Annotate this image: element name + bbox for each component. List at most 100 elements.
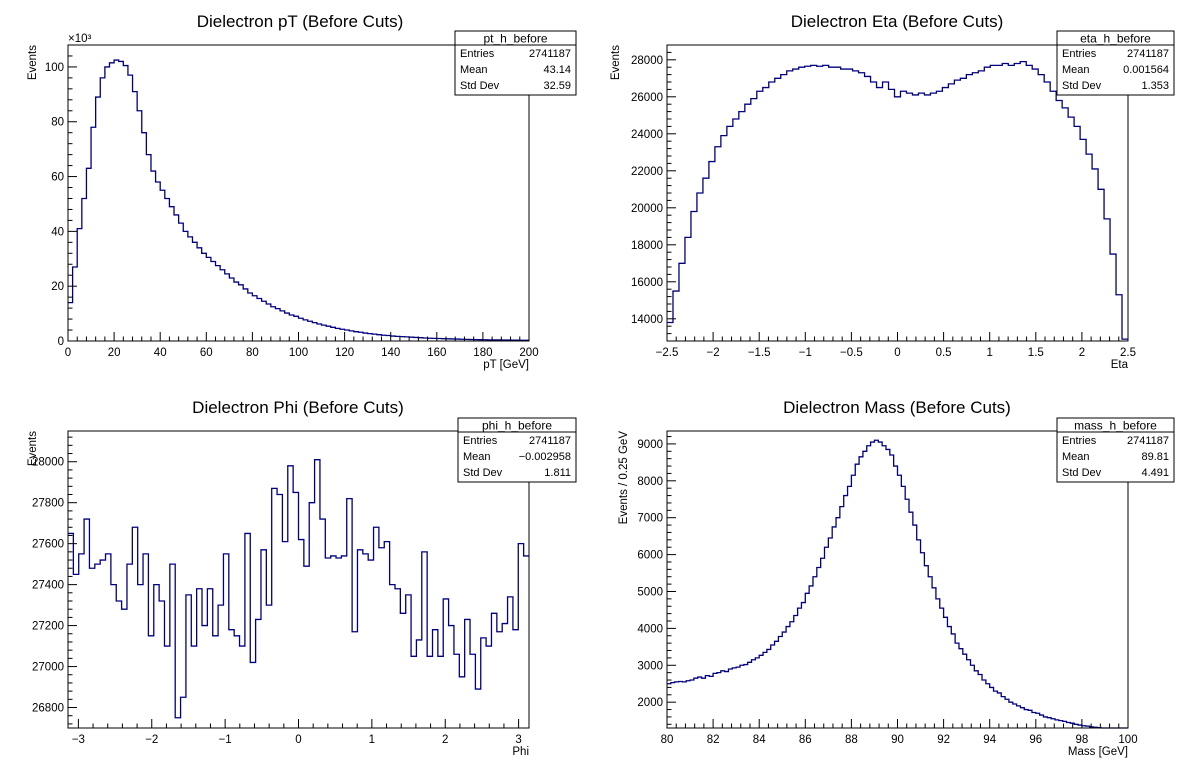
x-tick-label: 0 (894, 347, 900, 359)
chart-title: Dielectron Phi (Before Cuts) (192, 398, 404, 417)
y-tick-label: 27000 (32, 662, 64, 674)
x-tick-label: 80 (661, 734, 674, 746)
x-tick-label: 40 (154, 347, 167, 359)
y-tick-label: 6000 (637, 550, 663, 562)
x-axis-label: Eta (1111, 359, 1129, 371)
stats-label: Entries (1062, 48, 1097, 60)
y-axis-label: Events (27, 45, 39, 80)
stats-label: Entries (460, 48, 495, 60)
chart-title: Dielectron pT (Before Cuts) (197, 12, 404, 31)
x-tick-label: 94 (983, 734, 996, 746)
x-tick-label: −1 (219, 734, 232, 746)
stats-box: pt_h_before Entries 2741187 Mean 43.14 Std De… (454, 30, 577, 96)
x-tick-label: 200 (519, 347, 538, 359)
y-tick-label: 27600 (32, 539, 64, 551)
y-tick-label: 100 (45, 62, 64, 74)
x-tick-label: −3 (72, 734, 85, 746)
x-tick-label: 2 (1079, 347, 1085, 359)
y-tick-label: 7000 (637, 513, 663, 525)
x-tick-label: 120 (335, 347, 354, 359)
x-tick-label: 0 (65, 347, 71, 359)
x-tick-label: 1 (369, 734, 375, 746)
stats-value: 2741187 (529, 48, 571, 60)
stats-label: Std Dev (1062, 467, 1102, 479)
stats-value: 2741187 (1127, 48, 1169, 60)
stats-value: 1.811 (544, 467, 571, 479)
y-axis-label: Events / 0.25 GeV (618, 431, 630, 525)
y-axis-label: Events (610, 45, 622, 80)
histogram-line (68, 59, 529, 341)
stats-box-frame (1056, 30, 1175, 96)
stats-box: eta_h_before Entries 2741187 Mean 0.001564 St… (1056, 30, 1175, 96)
y-tick-label: 4000 (637, 623, 663, 635)
stats-box-frame (1056, 417, 1175, 483)
x-tick-label: −0.5 (840, 347, 863, 359)
x-tick-label: 2 (442, 734, 448, 746)
y-tick-label: 18000 (631, 240, 663, 252)
x-tick-label: 2.5 (1120, 347, 1136, 359)
stats-label: Mean (460, 64, 488, 76)
panel-eta: Dielectron Eta (Before Cuts) −2.5 −2 −1.5 −1… (610, 12, 1175, 371)
x-tick-label: 96 (1029, 734, 1042, 746)
stats-label: Mean (463, 451, 491, 463)
y-tick-label: 8000 (637, 476, 663, 488)
y-tick-label: 0 (58, 336, 64, 348)
x-tick-label: 82 (707, 734, 720, 746)
y-tick-label: 24000 (631, 129, 663, 141)
x-axis-label: pT [GeV] (483, 359, 529, 371)
y-tick-label: 22000 (631, 166, 663, 178)
y-tick-label: 3000 (637, 660, 663, 672)
stats-box-frame (457, 417, 577, 483)
x-tick-label: 0.5 (936, 347, 952, 359)
y-tick-label: 14000 (631, 314, 663, 326)
stats-name: pt_h_before (483, 32, 547, 46)
x-tick-label: 160 (427, 347, 446, 359)
stats-label: Std Dev (460, 80, 500, 92)
x-tick-label: −1.5 (748, 347, 771, 359)
x-tick-label: −2 (707, 347, 720, 359)
x-tick-label: −1 (799, 347, 812, 359)
chart-title: Dielectron Mass (Before Cuts) (783, 398, 1011, 417)
stats-name: mass_h_before (1074, 419, 1157, 433)
x-tick-label: 88 (845, 734, 858, 746)
x-tick-label: 92 (937, 734, 950, 746)
stats-value: −0.002958 (519, 451, 571, 463)
y-tick-label: 28000 (32, 457, 64, 469)
stats-value: 2741187 (529, 435, 571, 447)
x-tick-label: 80 (246, 347, 259, 359)
x-tick-label: 180 (473, 347, 492, 359)
stats-box: phi_h_before Entries 2741187 Mean −0.002958 S… (457, 417, 577, 483)
y-tick-label: 20 (51, 281, 64, 293)
stats-value: 43.14 (543, 64, 571, 76)
histogram-line (667, 61, 1128, 340)
y-tick-label: 40 (51, 226, 64, 238)
panel-pt: Dielectron pT (Before Cuts) 0 20 40 60 80 100 1… (27, 12, 577, 371)
y-tick-label: 27200 (32, 621, 64, 633)
x-tick-label: −2.5 (656, 347, 679, 359)
y-tick-label: 26000 (631, 92, 663, 104)
x-tick-label: 0 (295, 734, 301, 746)
x-tick-label: 84 (753, 734, 766, 746)
x-tick-label: 100 (1118, 734, 1137, 746)
x-tick-label: 140 (381, 347, 400, 359)
y-axis-label: Events (27, 431, 39, 466)
x-tick-label: 20 (108, 347, 121, 359)
stats-value: 4.491 (1141, 467, 1169, 479)
panel-mass: Dielectron Mass (Before Cuts) 80 82 84 86 88 9… (618, 398, 1175, 758)
stats-value: 32.59 (543, 80, 571, 92)
stats-label: Std Dev (1062, 80, 1102, 92)
y-tick-label: 27400 (32, 580, 64, 592)
y-tick-label: 60 (51, 172, 64, 184)
chart-title: Dielectron Eta (Before Cuts) (791, 12, 1004, 31)
histogram-line (68, 459, 529, 719)
x-axis-label: Phi (512, 746, 529, 758)
stats-value: 1.353 (1141, 80, 1169, 92)
y-exponent-label: ×10³ (68, 33, 92, 45)
y-tick-label: 2000 (637, 697, 663, 709)
stats-name: phi_h_before (482, 419, 552, 433)
y-tick-label: 26800 (32, 703, 64, 715)
x-tick-label: 60 (200, 347, 213, 359)
stats-value: 2741187 (1127, 435, 1169, 447)
